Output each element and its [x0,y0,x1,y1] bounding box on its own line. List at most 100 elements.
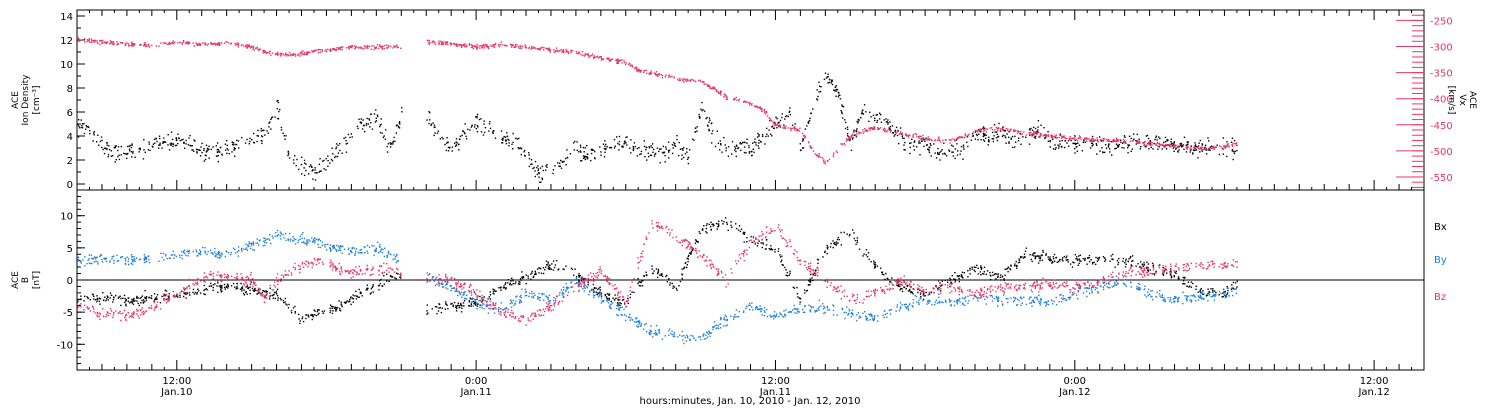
data-point [894,129,897,132]
data-point [359,46,361,48]
data-point [651,143,654,145]
data-point [250,281,252,283]
data-point [824,72,827,74]
data-point [731,226,733,228]
data-point [1147,141,1150,143]
data-point [690,251,692,254]
data-point [276,288,279,290]
data-point [1172,147,1174,149]
data-point [840,231,842,234]
data-point [490,44,492,47]
data-point [850,149,853,152]
data-point [310,164,312,166]
data-point [1067,140,1070,142]
data-point [262,290,264,292]
data-point [998,128,1000,130]
data-point [578,274,580,277]
data-point [401,107,403,109]
data-point [507,138,509,141]
data-point [955,300,958,302]
data-point [681,268,683,270]
data-point [189,294,191,296]
data-point [778,125,780,128]
data-point [155,296,158,298]
data-point [939,282,941,284]
data-point [988,136,990,138]
data-point [518,302,521,304]
data-point [655,268,658,270]
data-point [1158,142,1160,144]
data-point [856,135,858,137]
data-point [796,310,799,312]
data-point [865,254,867,256]
data-point [512,148,514,150]
data-point [1100,140,1102,142]
data-point [592,53,594,55]
data-point [141,295,144,297]
data-point [878,128,880,130]
data-point [1121,146,1123,149]
data-point [238,44,240,46]
data-point [865,111,867,113]
data-point [1174,146,1176,148]
data-point [592,149,595,151]
data-point [859,132,861,134]
data-point [241,44,243,46]
data-point [702,109,704,111]
data-point [691,249,693,252]
data-point [316,310,319,313]
data-point [162,42,164,44]
data-point [869,129,871,131]
data-point [364,47,366,49]
data-point [474,124,476,126]
data-point [209,249,212,251]
data-point [789,127,792,129]
data-point [188,137,190,139]
data-point [1189,299,1191,301]
data-point [873,263,876,266]
data-point [1193,294,1195,296]
data-point [1139,266,1141,268]
data-point [533,46,535,48]
data-point [514,282,516,285]
data-point [549,49,551,51]
data-point [1057,144,1059,146]
data-point [165,290,168,292]
data-point [428,122,430,125]
data-point [261,140,263,142]
data-point [570,50,572,52]
data-point [909,146,911,149]
data-point [1131,255,1134,257]
data-point [792,309,794,311]
data-point [849,139,851,142]
data-point [1114,266,1116,268]
data-point [712,223,714,225]
data-point [682,149,684,151]
data-point [1031,300,1033,302]
data-point [582,155,585,157]
data-point [1091,145,1093,147]
data-point [565,289,567,291]
data-point [983,140,986,142]
data-point [1143,262,1145,264]
data-point [1158,143,1161,145]
data-point [694,127,697,129]
data-point [922,298,925,301]
data-point [234,252,237,254]
data-point [236,251,239,253]
data-point [177,133,179,135]
data-point [252,47,255,49]
data-point [1002,126,1004,128]
data-point [302,53,305,55]
data-point [1167,144,1169,147]
data-point [439,138,441,140]
data-point [120,145,122,148]
data-point [850,315,852,318]
data-point [1185,151,1188,153]
data-point [1028,298,1030,300]
data-point [113,296,115,298]
data-point [277,297,279,299]
data-point [113,41,115,43]
data-point [1201,292,1203,294]
data-point [985,131,988,133]
